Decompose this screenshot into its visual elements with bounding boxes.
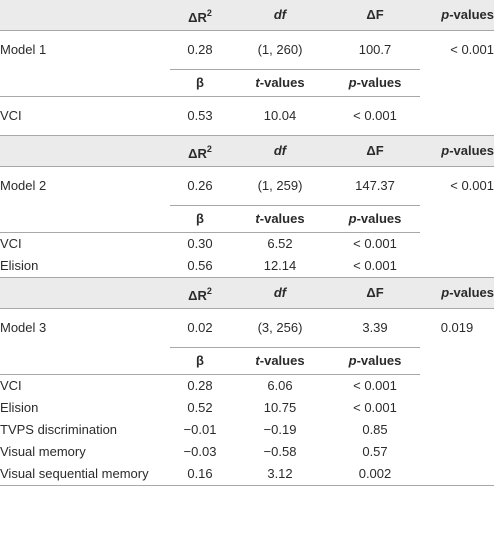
t-value: 6.52 — [230, 232, 330, 255]
beta-header: β — [170, 69, 230, 97]
delta-r2-value: 0.02 — [170, 308, 230, 348]
df-value: (1, 259) — [230, 166, 330, 206]
beta-value: 0.30 — [170, 232, 230, 255]
p-values-header: p-values — [420, 135, 494, 167]
df-value: (3, 256) — [230, 308, 330, 348]
model-p-value: < 0.001 — [420, 166, 494, 206]
p-values-header: p-values — [330, 69, 420, 97]
p-value: 0.57 — [362, 444, 388, 459]
t-value: 12.14 — [263, 258, 297, 273]
p-values-header: p-values — [420, 277, 494, 309]
df-value: (1, 260) — [230, 30, 330, 70]
p-value: < 0.001 — [353, 258, 397, 273]
p-value: < 0.001 — [353, 400, 397, 415]
predictor-row: Elision 0.52 10.75 < 0.001 — [0, 397, 494, 419]
p-value: 0.002 — [330, 463, 420, 486]
delta-r2-value: 0.28 — [170, 30, 230, 70]
predictor-label: VCI — [0, 96, 170, 136]
delta-f-value: 147.37 — [330, 166, 420, 206]
coef-header-row: β t-values p-values — [0, 69, 494, 97]
model-p-value: 0.019 — [420, 308, 494, 348]
model-label: Model 3 — [0, 308, 170, 348]
df-header: df — [230, 135, 330, 167]
delta-f-value: 100.7 — [330, 30, 420, 70]
delta-r2-header: ΔR2 — [170, 135, 230, 167]
predictor-row: Elision 0.56 12.14 < 0.001 — [0, 255, 494, 278]
p-value: 0.85 — [362, 422, 388, 437]
predictor-label: Elision — [0, 258, 39, 273]
predictor-row: VCI 0.53 10.04 < 0.001 — [0, 96, 494, 136]
model-header-row: ΔR2 df ΔF p-values — [0, 277, 494, 309]
beta-header: β — [170, 347, 230, 375]
delta-r2-header: ΔR2 — [170, 0, 230, 31]
beta-value: 0.16 — [170, 463, 230, 486]
predictor-row: Visual sequential memory 0.16 3.12 0.002 — [0, 463, 494, 486]
predictor-row: VCI 0.30 6.52 < 0.001 — [0, 232, 494, 255]
beta-header: β — [170, 205, 230, 233]
model-label: Model 2 — [0, 166, 170, 206]
beta-value: −0.03 — [183, 444, 217, 459]
predictor-row: VCI 0.28 6.06 < 0.001 — [0, 374, 494, 397]
delta-f-header: ΔF — [330, 277, 420, 309]
model-row: Model 1 0.28 (1, 260) 100.7 < 0.001 — [0, 30, 494, 70]
p-values-header: p-values — [420, 0, 494, 31]
beta-value: −0.01 — [183, 422, 217, 437]
model-header-row: ΔR2 df ΔF p-values — [0, 135, 494, 167]
t-value: 10.75 — [263, 400, 297, 415]
predictor-label: Visual sequential memory — [0, 463, 170, 486]
delta-f-header: ΔF — [330, 0, 420, 31]
predictor-label: Visual memory — [0, 444, 86, 459]
df-header: df — [230, 0, 330, 31]
delta-r2-value: 0.26 — [170, 166, 230, 206]
t-value: 10.04 — [230, 96, 330, 136]
t-values-header: t-values — [230, 205, 330, 233]
model-header-row: ΔR2 df ΔF p-values — [0, 0, 494, 31]
model-row: Model 3 0.02 (3, 256) 3.39 0.019 — [0, 308, 494, 348]
predictor-label: Elision — [0, 400, 39, 415]
model-label: Model 1 — [0, 30, 170, 70]
delta-f-value: 3.39 — [330, 308, 420, 348]
p-value: < 0.001 — [330, 232, 420, 255]
predictor-row: Visual memory −0.03 −0.58 0.57 — [0, 441, 494, 463]
t-values-header: t-values — [230, 69, 330, 97]
t-value: −0.19 — [263, 422, 297, 437]
predictor-label: TVPS discrimination — [0, 422, 118, 437]
beta-value: 0.52 — [187, 400, 213, 415]
predictor-row: TVPS discrimination −0.01 −0.19 0.85 — [0, 419, 494, 441]
delta-r2-header: ΔR2 — [170, 277, 230, 309]
p-value: < 0.001 — [330, 96, 420, 136]
model-p-value: < 0.001 — [420, 30, 494, 70]
p-values-header: p-values — [330, 205, 420, 233]
predictor-label: VCI — [0, 232, 170, 255]
beta-value: 0.53 — [170, 96, 230, 136]
t-value: −0.58 — [263, 444, 297, 459]
p-values-header: p-values — [330, 347, 420, 375]
predictor-label: VCI — [0, 374, 170, 397]
regression-table: ΔR2 df ΔF p-values Model 1 0.28 (1, 260)… — [0, 0, 494, 486]
t-value: 3.12 — [230, 463, 330, 486]
model-row: Model 2 0.26 (1, 259) 147.37 < 0.001 — [0, 166, 494, 206]
t-values-header: t-values — [230, 347, 330, 375]
beta-value: 0.28 — [170, 374, 230, 397]
beta-value: 0.56 — [187, 258, 213, 273]
p-value: < 0.001 — [330, 374, 420, 397]
coef-header-row: β t-values p-values — [0, 205, 494, 233]
t-value: 6.06 — [230, 374, 330, 397]
delta-f-header: ΔF — [330, 135, 420, 167]
df-header: df — [230, 277, 330, 309]
coef-header-row: β t-values p-values — [0, 347, 494, 375]
